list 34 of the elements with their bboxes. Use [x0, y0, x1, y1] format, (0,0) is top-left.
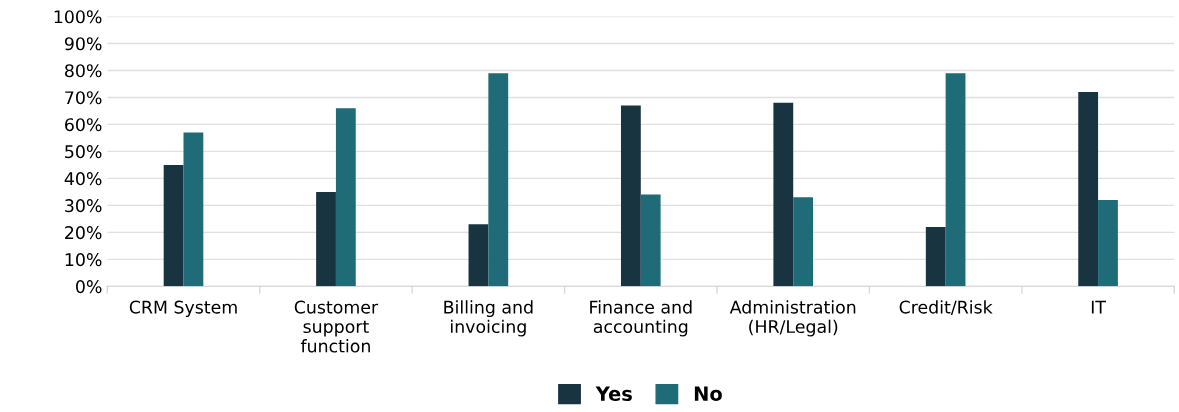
- bar: [488, 73, 509, 287]
- bar: [793, 197, 814, 287]
- bar: [335, 108, 356, 287]
- legend-label: Yes: [595, 386, 632, 402]
- x-tick-label: Administration (HR/Legal): [729, 300, 856, 337]
- legend-label: No: [694, 386, 722, 402]
- bar: [773, 102, 794, 287]
- bar: [183, 132, 204, 287]
- x-tick-label: Customer support function: [294, 300, 379, 353]
- bar: [640, 194, 661, 287]
- bar: [620, 105, 641, 287]
- x-tick-label: Billing and invoicing: [444, 300, 533, 337]
- bar: [468, 224, 489, 287]
- bar: [945, 73, 966, 287]
- y-tick-label: 10%: [65, 253, 102, 267]
- y-tick-label: 0%: [76, 280, 102, 294]
- y-tick-label: 30%: [65, 199, 102, 213]
- bar: [316, 191, 336, 287]
- y-tick-label: 60%: [65, 118, 102, 132]
- bar: [1078, 92, 1099, 287]
- y-tick-label: 100%: [54, 10, 102, 24]
- x-tick-label: Finance and accounting: [590, 300, 692, 337]
- y-tick-label: 70%: [65, 91, 102, 105]
- x-tick-label: IT: [1091, 300, 1106, 314]
- y-tick-label: 50%: [65, 145, 102, 159]
- bar: [925, 226, 946, 287]
- bar: [1098, 199, 1118, 287]
- bar: [163, 164, 184, 287]
- y-tick-label: 20%: [65, 226, 102, 240]
- x-tick-label: CRM System: [129, 300, 237, 318]
- y-tick-label: 90%: [64, 37, 102, 51]
- y-tick-label: 40%: [64, 172, 102, 186]
- x-tick-label: Credit/Risk: [899, 300, 993, 316]
- y-tick-label: 80%: [65, 64, 102, 78]
